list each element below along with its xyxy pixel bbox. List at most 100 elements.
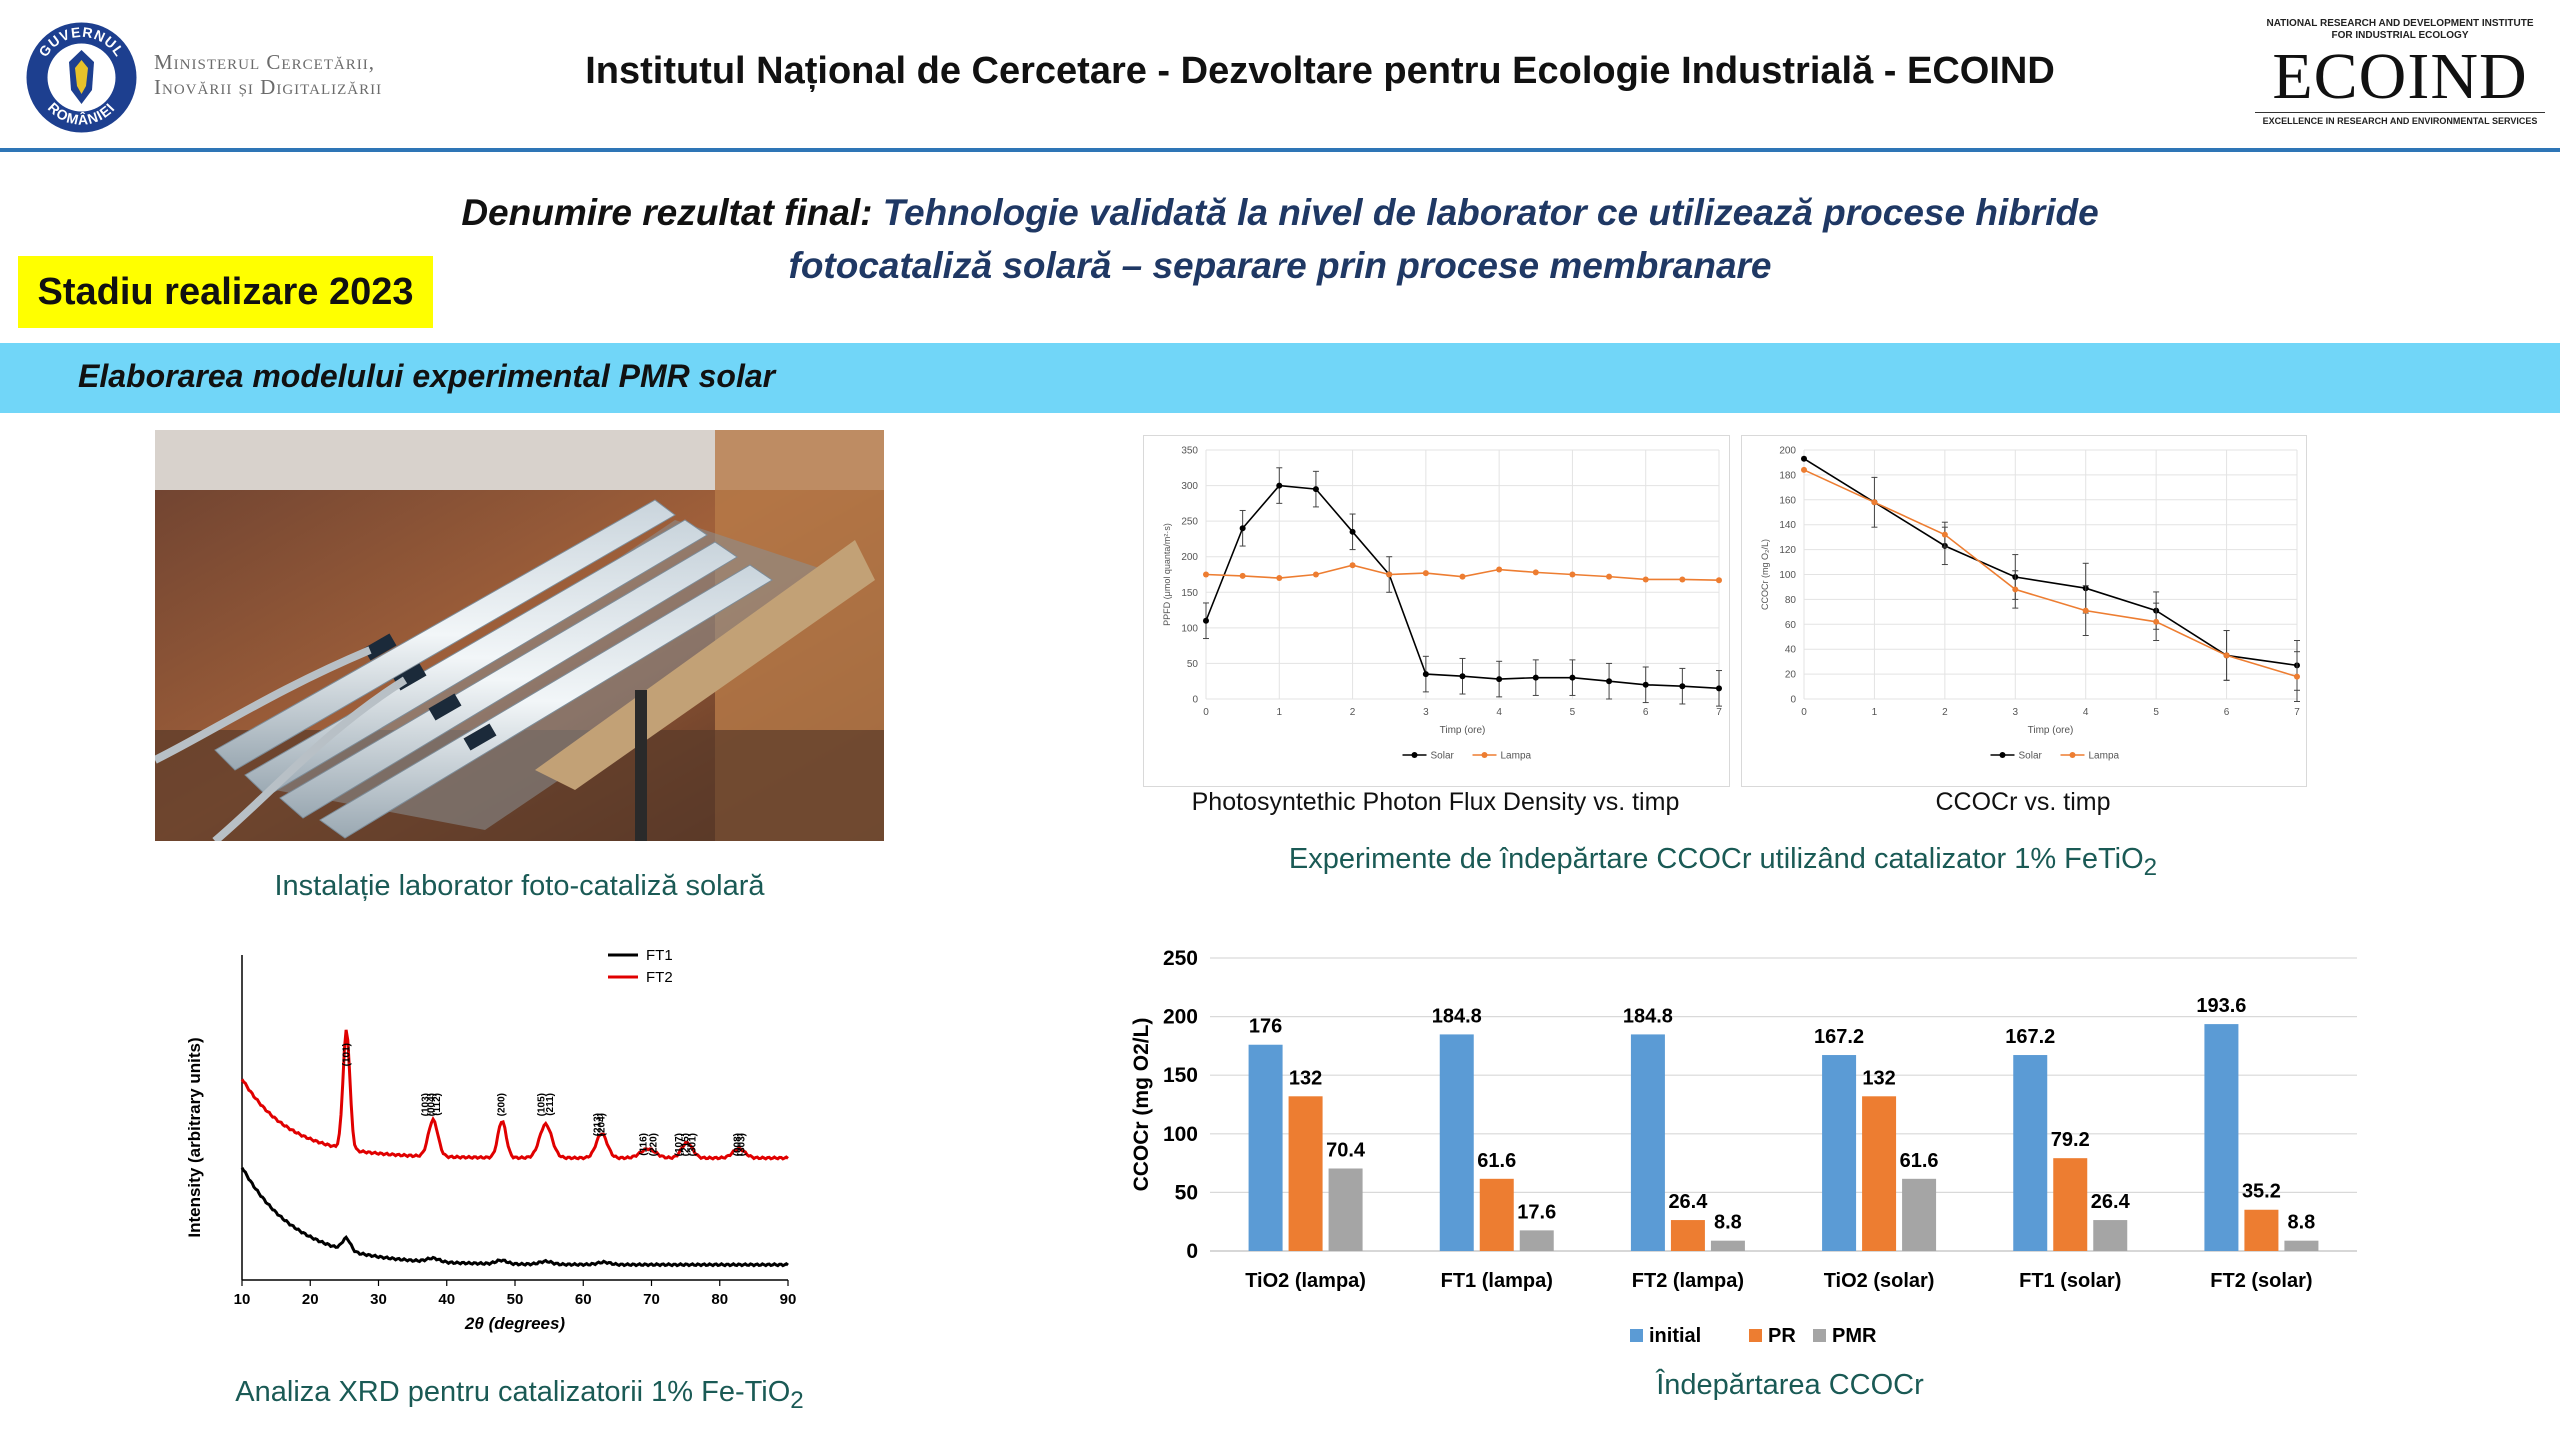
x-tick-label: 40	[438, 1291, 455, 1308]
y-tick-label: 0	[1186, 1240, 1198, 1263]
bar-pmr	[1710, 1240, 1745, 1251]
x-tick-label: 70	[643, 1291, 660, 1308]
data-label: 132	[1289, 1067, 1322, 1089]
y-tick-label: 100	[1779, 570, 1796, 581]
peak-label: (211)	[545, 1093, 556, 1116]
x-tick-label: 3	[1423, 707, 1429, 718]
x-axis-label: Timp (ore)	[1440, 725, 1486, 736]
legend-label-ft1: FT1	[646, 947, 673, 964]
x-tick-label: 5	[1570, 707, 1576, 718]
x-tick-label: 4	[1496, 707, 1502, 718]
bar-pr	[1288, 1096, 1323, 1251]
lab-installation-photo	[155, 430, 884, 841]
bar-pmr	[1902, 1178, 1937, 1251]
data-point-lampa	[2223, 652, 2230, 659]
y-tick-label: 0	[1192, 695, 1198, 706]
peak-label: (200)	[496, 1093, 507, 1116]
data-point-lampa	[1386, 571, 1393, 578]
category-label: TiO2 (solar)	[1824, 1270, 1935, 1292]
xrd-chart: 10 20 30 40 50 60 70 80 90 2θ (degrees) Intensity …	[185, 947, 797, 1333]
peak-label: (303)	[737, 1133, 748, 1156]
category-label: FT2 (lampa)	[1632, 1270, 1744, 1292]
ecoind-wordmark: ECOIND	[2272, 40, 2528, 113]
cod-chart-caption: CCOCr vs. timp	[1935, 788, 2111, 816]
ministry-line-2: Inovării și Digitalizării	[154, 75, 383, 99]
legend-label-pr: PR	[1768, 1325, 1796, 1347]
data-label: 61.6	[1477, 1150, 1516, 1172]
peak-label: (215)	[681, 1133, 692, 1156]
legend-label-ft2: FT2	[646, 969, 673, 986]
data-label: 70.4	[1326, 1139, 1366, 1161]
section-title: Elaborarea modelului experimental PMR so…	[78, 358, 776, 394]
bar-chart-legend: initial PR PMR	[1630, 1325, 1877, 1347]
data-point-solar	[1276, 482, 1283, 489]
data-point-lampa	[1941, 531, 1948, 538]
stage-badge: Stadiu realizare 2023	[18, 256, 433, 328]
x-axis-label: 2θ (degrees)	[464, 1314, 566, 1333]
y-axis-label: CCOCr (mg O₂/L)	[1760, 539, 1770, 610]
data-label: 79.2	[2051, 1129, 2090, 1151]
data-label: 184.8	[1432, 1005, 1482, 1027]
data-point-lampa	[2012, 586, 2019, 593]
x-tick-label: 7	[2294, 707, 2300, 718]
data-point-solar	[1532, 674, 1539, 681]
legend-label-solar: Solar	[1431, 751, 1455, 762]
peak-label: (107)	[674, 1133, 685, 1156]
x-tick-label: 3	[2013, 707, 2019, 718]
data-point-lampa	[1203, 571, 1209, 578]
result-title: Denumire rezultat final: Tehnologie vali…	[330, 186, 2230, 292]
experiments-caption-subscript: 2	[2143, 853, 2158, 881]
data-point-lampa	[2082, 607, 2089, 614]
y-tick-label: 40	[1785, 645, 1797, 656]
experiments-caption-text: Experimente de îndepărtare CCOCr utilizâ…	[1288, 843, 2144, 875]
peak-label: (101)	[341, 1043, 352, 1066]
x-tick-label: 0	[1203, 707, 1209, 718]
peak-label: (105)	[537, 1093, 548, 1116]
series-line-solar	[1803, 458, 2298, 667]
bar-pmr	[2093, 1220, 2128, 1251]
y-tick-label: 150	[1163, 1064, 1198, 1087]
y-tick-label: 200	[1779, 446, 1796, 457]
bar-initial	[2013, 1055, 2048, 1251]
header-divider	[0, 148, 2560, 152]
data-point-solar	[1459, 673, 1466, 680]
pfd-chart: 0 50 100 150 200 250 300 350 0 1 2 3 4 5 6 7 Timp (ore) P…	[1162, 446, 1722, 762]
data-point-lampa	[1642, 576, 1649, 583]
data-point-solar	[1801, 455, 1807, 462]
peak-label: (204)	[597, 1113, 608, 1136]
y-tick-label: 300	[1181, 481, 1198, 492]
data-label: 17.6	[1517, 1201, 1556, 1223]
data-point-lampa	[2294, 673, 2300, 680]
data-point-solar	[1642, 681, 1649, 688]
data-point-lampa	[1871, 499, 1878, 506]
x-tick-label: 90	[780, 1291, 797, 1308]
y-tick-label: 50	[1175, 1181, 1198, 1204]
category-label: FT1 (solar)	[2019, 1270, 2121, 1292]
legend-label-pmr: PMR	[1832, 1325, 1877, 1347]
data-label: 26.4	[2091, 1191, 2131, 1213]
y-tick-label: 200	[1181, 552, 1198, 563]
data-point-solar	[1679, 683, 1686, 690]
ecoind-logo: NATIONAL RESEARCH AND DEVELOPMENT INSTIT…	[2255, 18, 2545, 138]
ecoind-top-line-2: FOR INDUSTRIAL ECOLOGY	[2331, 30, 2469, 41]
y-tick-label: 100	[1163, 1123, 1198, 1146]
data-point-lampa	[1276, 575, 1283, 582]
category-label: TiO2 (lampa)	[1245, 1270, 1366, 1292]
data-point-solar	[1312, 486, 1319, 493]
data-point-lampa	[1422, 570, 1429, 577]
bar-pr	[1479, 1178, 1514, 1251]
data-point-lampa	[1679, 576, 1686, 583]
bar-pr	[1862, 1096, 1897, 1251]
y-tick-label: 140	[1779, 520, 1796, 531]
peak-label: (213)	[593, 1113, 604, 1136]
legend-marker-solar	[1411, 752, 1418, 758]
data-point-lampa	[1312, 571, 1319, 578]
bar-pmr	[2284, 1240, 2319, 1251]
data-point-lampa	[1496, 566, 1503, 573]
x-tick-label: 7	[1716, 707, 1722, 718]
data-point-solar	[1496, 676, 1503, 683]
experiments-caption: Experimente de îndepărtare CCOCr utilizâ…	[1143, 843, 2303, 882]
xrd-curve-ft1	[240, 1167, 789, 1268]
y-tick-label: 80	[1785, 595, 1797, 606]
data-label: 8.8	[2288, 1212, 2316, 1234]
